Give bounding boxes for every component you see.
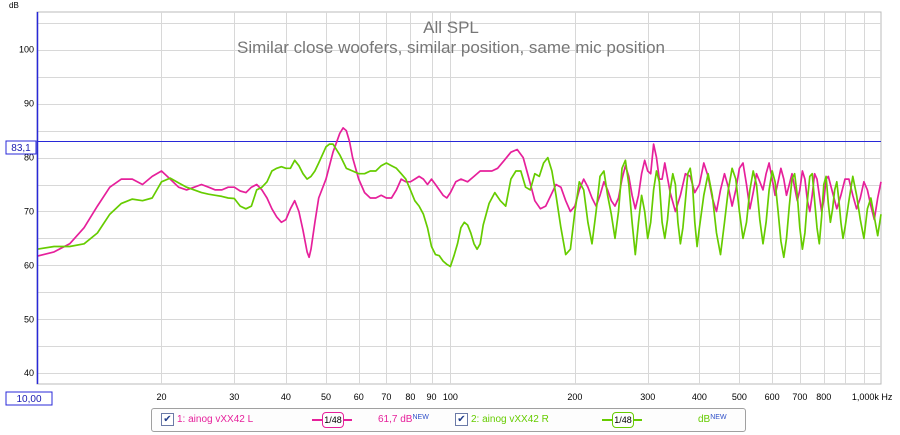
- x-start-label: 10,00: [16, 394, 41, 405]
- x-tick-label: 20: [156, 392, 166, 402]
- x-tick-label: 700: [792, 392, 807, 402]
- series-line-2: [36, 143, 882, 268]
- series-2-checkbox[interactable]: ✔: [455, 413, 468, 426]
- x-tick-label: 80: [405, 392, 415, 402]
- x-tick-label: 30: [229, 392, 239, 402]
- series-1-label[interactable]: 1: ainog vXX42 L: [177, 414, 254, 425]
- series-2-new-tag: NEW: [710, 414, 727, 421]
- cursor-value-label: 83,1: [11, 143, 31, 154]
- y-tick-label: 70: [24, 206, 34, 216]
- x-tick-label: 400: [692, 392, 707, 402]
- y-tick-label: 40: [24, 368, 34, 378]
- axis-ticks: 40 50 60 70 80 90 100 20 30 40 50 60 70 80 90 100 200 300…: [19, 45, 893, 402]
- chart-title: All SPL: [423, 18, 479, 37]
- x-tick-label: 500: [732, 392, 747, 402]
- x-tick-label: 100: [443, 392, 458, 402]
- series-2-smoothing[interactable]: 1/48: [612, 412, 634, 428]
- x-tick-label: 40: [281, 392, 291, 402]
- x-tick-label: 600: [765, 392, 780, 402]
- x-tick-label: 1,000k Hz: [852, 392, 893, 402]
- series-1-smoothing[interactable]: 1/48: [322, 412, 344, 428]
- x-tick-label: 60: [354, 392, 364, 402]
- series-2-value: dBNEW: [698, 414, 727, 425]
- y-tick-label: 50: [24, 314, 34, 324]
- plot-area: [36, 11, 882, 385]
- x-tick-label: 90: [427, 392, 437, 402]
- legend: ✔ 1: ainog vXX42 L 1/48 61,7 dBNEW ✔ 2: …: [151, 408, 746, 432]
- series-1-value-text: 61,7 dB: [378, 414, 413, 425]
- y-tick-label: 90: [24, 99, 34, 109]
- series-1-checkbox[interactable]: ✔: [161, 413, 174, 426]
- series-lines: [36, 127, 882, 268]
- chart-subtitle: Similar close woofers, similar position,…: [237, 38, 665, 57]
- x-tick-label: 800: [816, 392, 831, 402]
- y-tick-label: 100: [19, 45, 34, 55]
- y-tick-label: 80: [24, 153, 34, 163]
- x-tick-label: 50: [321, 392, 331, 402]
- x-start-box[interactable]: [5, 391, 53, 406]
- series-1-new-tag: NEW: [412, 414, 429, 421]
- x-tick-label: 70: [381, 392, 391, 402]
- y-tick-label: 60: [24, 260, 34, 270]
- cursor-value-box: [5, 140, 37, 155]
- y-axis-unit: dB: [9, 1, 19, 10]
- grid: [37, 12, 881, 384]
- x-tick-label: 200: [567, 392, 582, 402]
- x-tick-label: 300: [640, 392, 655, 402]
- series-2-label[interactable]: 2: ainog vXX42 R: [471, 414, 549, 425]
- series-2-value-text: dB: [698, 414, 711, 425]
- series-1-value: 61,7 dBNEW: [378, 414, 429, 425]
